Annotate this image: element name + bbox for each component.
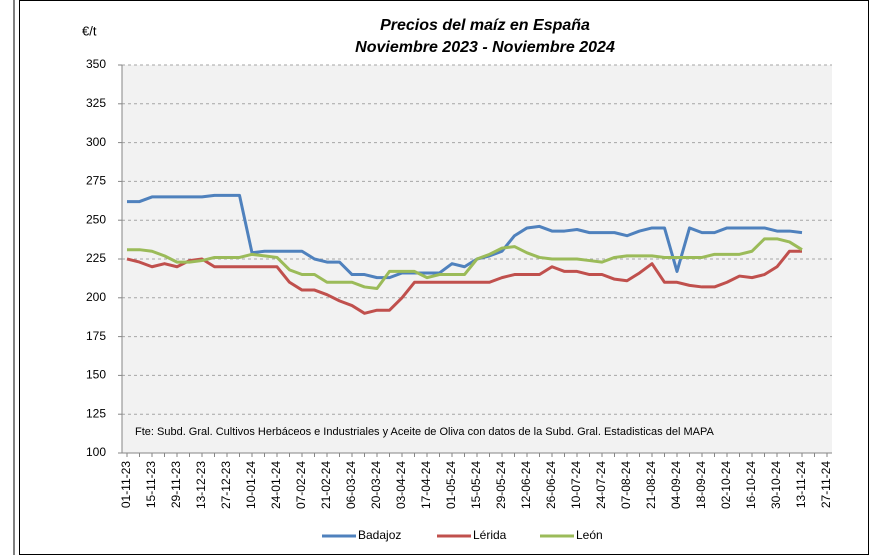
y-tick-label: 175 (86, 329, 106, 343)
legend-label: Lérida (473, 528, 507, 542)
x-tick-label: 15-05-24 (469, 461, 483, 509)
chart-subtitle: Noviembre 2023 - Noviembre 2024 (355, 39, 615, 56)
x-tick-label: 07-02-24 (294, 461, 308, 509)
x-tick-label: 29-11-23 (169, 461, 183, 508)
x-tick-label: 03-04-24 (394, 461, 408, 509)
x-tick-label: 21-02-24 (319, 461, 333, 509)
source-note: Fte: Subd. Gral. Cultivos Herbáceos e In… (135, 426, 714, 438)
y-tick-label: 100 (86, 445, 106, 459)
x-tick-label: 12-06-24 (519, 461, 533, 509)
x-tick-label: 27-11-24 (819, 461, 833, 508)
x-tick-label: 26-06-24 (544, 461, 558, 509)
y-tick-label: 250 (86, 212, 106, 226)
y-tick-label: 350 (86, 57, 106, 71)
x-tick-label: 27-12-23 (219, 461, 233, 509)
y-tick-label: 325 (86, 96, 106, 110)
x-tick-label: 10-07-24 (569, 461, 583, 509)
x-tick-label: 24-01-24 (269, 461, 283, 509)
x-tick-label: 04-09-24 (669, 461, 683, 509)
x-tick-label: 20-03-24 (369, 461, 383, 509)
y-tick-label: 200 (86, 290, 106, 304)
y-tick-label: 150 (86, 368, 106, 382)
x-tick-label: 21-08-24 (644, 461, 658, 509)
legend-label: León (576, 528, 603, 542)
series-line (127, 237, 803, 290)
x-tick-label: 07-08-24 (619, 461, 633, 509)
x-tick-label: 16-10-24 (744, 461, 758, 509)
x-tick-label: 13-12-23 (194, 461, 208, 509)
series-line (126, 249, 802, 315)
x-tick-label: 29-05-24 (494, 461, 508, 509)
x-tick-label: 01-05-24 (444, 461, 458, 509)
x-tick-label: 10-01-24 (244, 461, 258, 509)
y-tick-label: 125 (86, 406, 106, 420)
x-tick-label: 15-11-23 (144, 461, 158, 508)
y-tick-label: 225 (86, 251, 106, 265)
chart-title: Precios del maíz en España (380, 17, 590, 34)
y-tick-label: 275 (86, 174, 106, 188)
series-line (127, 193, 803, 280)
legend-label: Badajoz (358, 528, 401, 542)
x-tick-label: 18-09-24 (694, 461, 708, 509)
x-tick-label: 01-11-23 (119, 461, 133, 508)
x-tick-label: 24-07-24 (594, 461, 608, 509)
y-tick-label: 300 (86, 135, 106, 149)
x-tick-label: 06-03-24 (344, 461, 358, 509)
x-tick-label: 17-04-24 (419, 461, 433, 509)
x-tick-label: 02-10-24 (719, 461, 733, 509)
x-tick-label: 13-11-24 (794, 461, 808, 508)
x-tick-label: 30-10-24 (769, 461, 783, 509)
y-axis-label: €/t (82, 23, 97, 38)
